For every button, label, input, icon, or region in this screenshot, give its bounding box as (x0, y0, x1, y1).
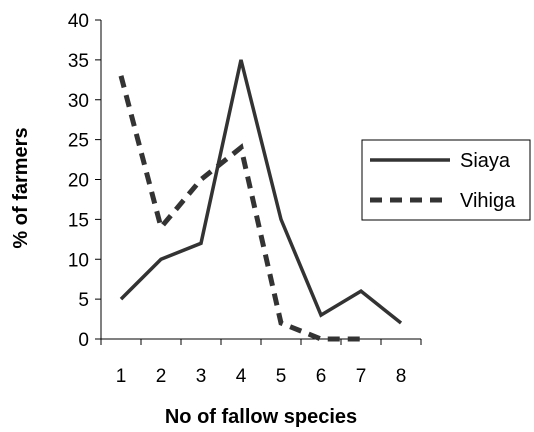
x-tick-label: 4 (236, 366, 247, 387)
y-tick-label: 30 (68, 91, 89, 112)
data-point-siaya (240, 58, 243, 61)
legend-box (361, 139, 531, 221)
data-point-siaya (200, 242, 203, 245)
x-tick-label: 1 (116, 366, 127, 387)
data-point-vihiga (240, 146, 243, 149)
data-point-siaya (360, 290, 363, 293)
x-tick-label: 5 (276, 366, 287, 387)
y-axis-ticks: 0 5 10 15 20 25 30 35 40 (68, 11, 101, 351)
series-line-siaya (119, 59, 403, 325)
data-point-siaya (160, 258, 163, 261)
data-point-vihiga (200, 178, 203, 181)
data-point-vihiga (120, 74, 123, 77)
y-tick-label: 25 (68, 131, 89, 152)
data-point-siaya (280, 218, 283, 221)
x-tick-label: 6 (316, 366, 327, 387)
data-point-siaya (120, 298, 123, 301)
y-tick-label: 35 (68, 51, 89, 72)
x-tick-label: 7 (356, 366, 367, 387)
x-tick-label: 2 (156, 366, 167, 387)
y-tick-label: 0 (78, 330, 89, 351)
y-tick-label: 5 (78, 290, 89, 311)
legend-label-vihiga: Vihiga (460, 190, 516, 212)
x-axis-ticks: 1 2 3 4 5 6 7 8 (100, 339, 422, 387)
data-point-vihiga (160, 226, 163, 229)
series-line-vihiga (118, 75, 361, 342)
data-point-vihiga (320, 338, 323, 341)
x-axis-title: No of fallow species (165, 406, 357, 428)
y-tick-label: 20 (68, 171, 89, 192)
series-layer (118, 58, 403, 342)
y-tick-label: 10 (68, 250, 89, 271)
data-point-siaya (320, 314, 323, 317)
legend-label-siaya: Siaya (460, 150, 511, 172)
x-tick-label: 8 (396, 366, 407, 387)
legend: Siaya Vihiga (361, 139, 531, 221)
x-tick-label: 3 (196, 366, 207, 387)
y-tick-label: 40 (68, 11, 89, 32)
y-tick-label: 15 (68, 210, 89, 231)
data-point-vihiga (280, 322, 283, 325)
data-point-siaya (400, 322, 403, 325)
data-point-vihiga (360, 338, 363, 341)
y-axis-title: % of farmers (10, 127, 32, 248)
